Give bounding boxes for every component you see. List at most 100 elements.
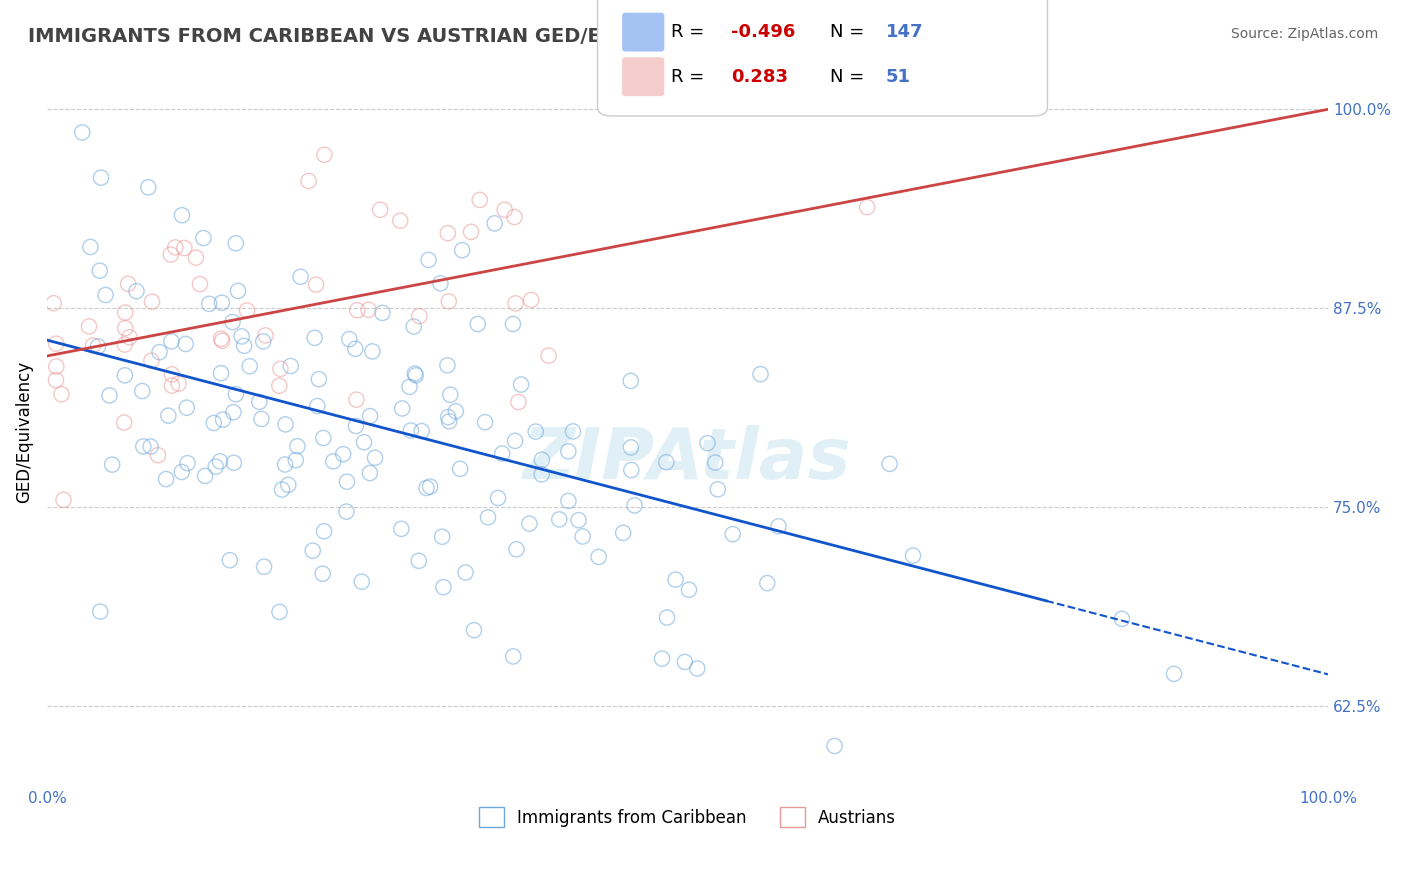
- Point: [112, 416, 135, 430]
- Point: [749, 367, 772, 381]
- Point: [468, 193, 491, 207]
- Point: [118, 330, 141, 344]
- Point: [620, 374, 643, 388]
- Point: [139, 440, 162, 454]
- Point: [612, 525, 634, 540]
- Point: [170, 465, 193, 479]
- Point: [359, 466, 381, 480]
- Text: R =: R =: [671, 23, 704, 41]
- Point: [284, 453, 307, 467]
- Point: [484, 216, 506, 230]
- Point: [114, 305, 136, 319]
- Point: [467, 317, 489, 331]
- Point: [42, 296, 65, 310]
- Point: [588, 549, 610, 564]
- Point: [344, 419, 367, 434]
- Point: [571, 529, 593, 543]
- Point: [620, 441, 643, 455]
- Point: [98, 388, 121, 402]
- Point: [77, 319, 100, 334]
- Point: [486, 491, 509, 505]
- Point: [193, 231, 215, 245]
- Point: [101, 458, 124, 472]
- Point: [503, 434, 526, 448]
- Point: [530, 467, 553, 482]
- Point: [524, 425, 547, 439]
- Point: [336, 475, 359, 489]
- Point: [184, 251, 207, 265]
- Point: [879, 457, 901, 471]
- Point: [1111, 612, 1133, 626]
- Point: [494, 202, 516, 217]
- Point: [460, 225, 482, 239]
- Point: [225, 387, 247, 401]
- Point: [160, 378, 183, 392]
- Point: [298, 174, 321, 188]
- Point: [530, 452, 553, 467]
- Point: [82, 338, 104, 352]
- Point: [399, 424, 422, 438]
- Point: [253, 559, 276, 574]
- Point: [332, 447, 354, 461]
- Point: [252, 334, 274, 349]
- Point: [335, 505, 357, 519]
- Point: [114, 321, 136, 335]
- Point: [269, 378, 291, 392]
- Point: [510, 377, 533, 392]
- Point: [314, 147, 336, 161]
- Point: [226, 284, 249, 298]
- Point: [117, 277, 139, 291]
- Point: [114, 337, 136, 351]
- Point: [391, 401, 413, 416]
- Point: [322, 454, 344, 468]
- Point: [505, 542, 527, 557]
- Point: [721, 527, 744, 541]
- Point: [141, 353, 163, 368]
- Point: [170, 208, 193, 222]
- Point: [125, 284, 148, 298]
- Point: [280, 359, 302, 373]
- Point: [290, 269, 312, 284]
- Legend: Immigrants from Caribbean, Austrians: Immigrants from Caribbean, Austrians: [472, 800, 903, 834]
- Point: [364, 450, 387, 465]
- Point: [678, 582, 700, 597]
- Point: [404, 367, 426, 381]
- Point: [756, 576, 779, 591]
- Point: [429, 277, 451, 291]
- Point: [673, 655, 696, 669]
- Point: [567, 513, 589, 527]
- Point: [269, 362, 291, 376]
- Point: [70, 125, 93, 139]
- Point: [45, 359, 67, 374]
- Point: [45, 336, 67, 351]
- Point: [548, 512, 571, 526]
- Point: [491, 446, 513, 460]
- Point: [439, 388, 461, 402]
- Text: 51: 51: [886, 68, 911, 86]
- Point: [418, 252, 440, 267]
- Point: [51, 387, 73, 401]
- Point: [114, 368, 136, 383]
- Point: [209, 366, 232, 380]
- Point: [204, 459, 226, 474]
- Point: [160, 368, 183, 382]
- Point: [312, 431, 335, 445]
- Point: [209, 332, 232, 346]
- Point: [519, 516, 541, 531]
- Point: [477, 510, 499, 524]
- Point: [463, 623, 485, 637]
- Point: [402, 319, 425, 334]
- Point: [508, 395, 530, 409]
- Point: [502, 317, 524, 331]
- Point: [271, 483, 294, 497]
- Point: [79, 240, 101, 254]
- Point: [451, 244, 474, 258]
- Point: [301, 543, 323, 558]
- Point: [444, 404, 467, 418]
- Point: [307, 399, 329, 413]
- Point: [165, 240, 187, 254]
- Point: [211, 295, 233, 310]
- Point: [437, 226, 460, 240]
- Point: [225, 236, 247, 251]
- Point: [233, 339, 256, 353]
